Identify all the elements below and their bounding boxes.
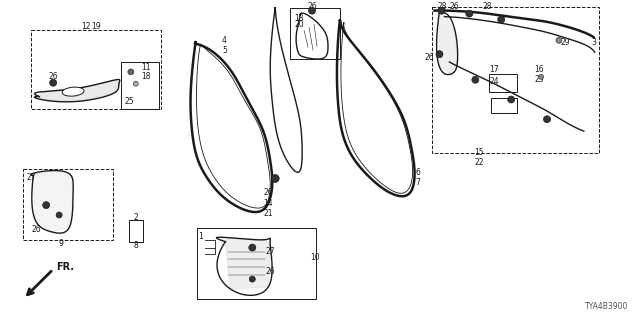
Polygon shape bbox=[33, 171, 73, 232]
Text: 26: 26 bbox=[49, 72, 58, 81]
Bar bbox=[431, 7, 599, 153]
Bar bbox=[489, 74, 517, 92]
Bar bbox=[196, 228, 316, 299]
Bar bbox=[121, 62, 159, 109]
Text: 12: 12 bbox=[81, 22, 91, 31]
Polygon shape bbox=[440, 11, 458, 74]
Circle shape bbox=[466, 10, 473, 17]
Bar bbox=[129, 220, 143, 242]
Text: 26: 26 bbox=[450, 2, 460, 11]
Text: 26: 26 bbox=[31, 225, 41, 234]
Circle shape bbox=[133, 81, 138, 86]
Bar bbox=[31, 30, 161, 109]
Text: 22: 22 bbox=[474, 158, 484, 167]
Text: 8: 8 bbox=[133, 241, 138, 250]
Text: 28: 28 bbox=[483, 2, 492, 11]
Circle shape bbox=[249, 244, 256, 251]
Text: 18: 18 bbox=[141, 72, 150, 81]
Ellipse shape bbox=[62, 87, 84, 96]
Circle shape bbox=[438, 7, 445, 14]
Text: FR.: FR. bbox=[56, 262, 74, 272]
Circle shape bbox=[271, 174, 279, 182]
Text: 11: 11 bbox=[141, 63, 150, 72]
Text: 17: 17 bbox=[489, 65, 499, 75]
Text: 10: 10 bbox=[310, 253, 320, 262]
Circle shape bbox=[556, 37, 562, 43]
Text: 15: 15 bbox=[474, 148, 484, 157]
Text: 20: 20 bbox=[294, 20, 304, 29]
Circle shape bbox=[498, 16, 505, 23]
Text: 13: 13 bbox=[294, 14, 304, 23]
Polygon shape bbox=[225, 238, 270, 289]
Text: 4: 4 bbox=[222, 36, 227, 45]
Text: 3: 3 bbox=[591, 38, 596, 47]
Text: 27: 27 bbox=[26, 173, 36, 182]
Text: 25: 25 bbox=[124, 97, 134, 106]
Text: 26: 26 bbox=[266, 267, 275, 276]
Text: 28: 28 bbox=[438, 2, 447, 11]
Circle shape bbox=[472, 76, 479, 83]
Circle shape bbox=[543, 116, 550, 123]
Bar bbox=[492, 98, 517, 113]
Text: 1: 1 bbox=[198, 232, 203, 241]
Circle shape bbox=[508, 96, 515, 103]
Circle shape bbox=[128, 69, 134, 75]
Text: 6: 6 bbox=[415, 168, 420, 177]
Bar bbox=[290, 8, 340, 59]
Text: 26: 26 bbox=[307, 2, 317, 11]
Circle shape bbox=[436, 51, 443, 58]
Text: 23: 23 bbox=[534, 75, 544, 84]
Circle shape bbox=[250, 276, 255, 282]
Text: 26: 26 bbox=[264, 188, 273, 197]
Text: 16: 16 bbox=[534, 65, 544, 75]
Bar bbox=[23, 169, 113, 240]
Text: 7: 7 bbox=[415, 178, 420, 187]
Text: TYA4B3900: TYA4B3900 bbox=[585, 302, 628, 311]
Text: 24: 24 bbox=[489, 77, 499, 86]
Text: 26: 26 bbox=[425, 52, 435, 61]
Text: 21: 21 bbox=[264, 209, 273, 218]
Circle shape bbox=[56, 212, 62, 218]
Circle shape bbox=[50, 79, 57, 86]
Text: 2: 2 bbox=[133, 213, 138, 222]
Circle shape bbox=[308, 7, 316, 14]
Text: 19: 19 bbox=[91, 22, 100, 31]
Text: 9: 9 bbox=[59, 239, 63, 248]
Text: 27: 27 bbox=[266, 247, 275, 256]
Polygon shape bbox=[39, 80, 119, 101]
Text: 14: 14 bbox=[264, 199, 273, 208]
Text: 5: 5 bbox=[222, 46, 227, 55]
Circle shape bbox=[538, 74, 543, 79]
Text: 29: 29 bbox=[561, 38, 571, 47]
Circle shape bbox=[43, 202, 50, 209]
